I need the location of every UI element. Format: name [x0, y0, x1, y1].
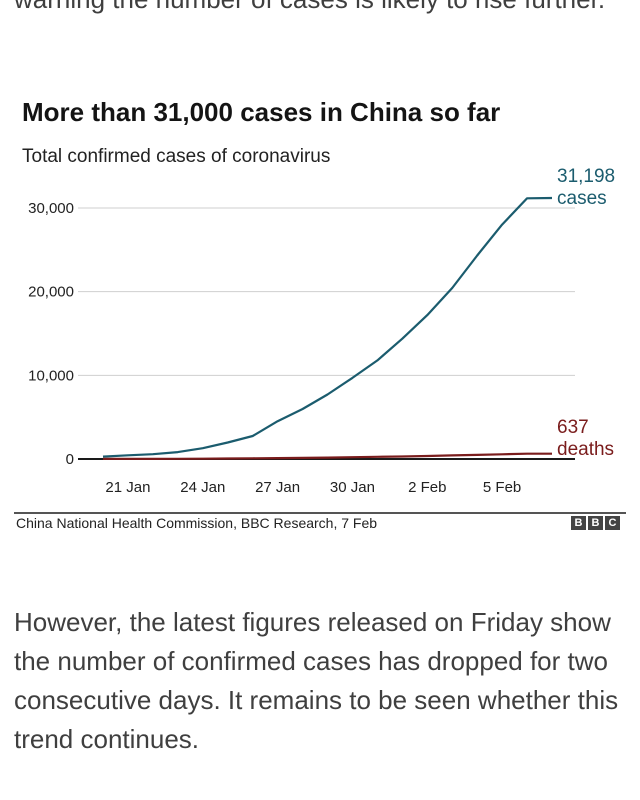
deaths-end-value-label: 637 [557, 417, 589, 438]
cases-end-unit-label: cases [557, 188, 607, 209]
cases-end-value-label: 31,198 [557, 166, 615, 187]
bbc-logo-letter: B [571, 516, 586, 530]
x-tick-label: 21 Jan [105, 479, 150, 496]
source-divider [14, 512, 626, 514]
bbc-logo: B B C [571, 516, 620, 530]
y-tick-label: 30,000 [28, 200, 74, 217]
chart-source: China National Health Commission, BBC Re… [16, 515, 378, 531]
bbc-logo-letter: B [588, 516, 603, 530]
y-tick-label: 0 [66, 451, 74, 468]
chart-subtitle: Total confirmed cases of coronavirus [22, 146, 331, 167]
article-paragraph-top: warning the number of cases is likely to… [14, 0, 620, 19]
x-tick-label: 24 Jan [180, 479, 225, 496]
y-tick-label: 20,000 [28, 284, 74, 301]
bbc-logo-letter: C [605, 516, 620, 530]
deaths-series-line [103, 452, 552, 460]
cases-series-line [102, 196, 553, 458]
x-tick-label: 30 Jan [330, 479, 375, 496]
article-paragraph-bottom: However, the latest figures released on … [14, 607, 619, 754]
line-chart: 0 10,000 20,000 30,000 21 Jan 24 Jan 27 Jan 30 … [28, 166, 615, 496]
y-tick-label: 10,000 [28, 367, 74, 384]
chart-title: More than 31,000 cases in China so far [22, 97, 501, 127]
x-tick-label: 2 Feb [408, 479, 446, 496]
x-tick-label: 5 Feb [483, 479, 521, 496]
x-tick-label: 27 Jan [255, 479, 300, 496]
deaths-end-unit-label: deaths [557, 439, 614, 460]
